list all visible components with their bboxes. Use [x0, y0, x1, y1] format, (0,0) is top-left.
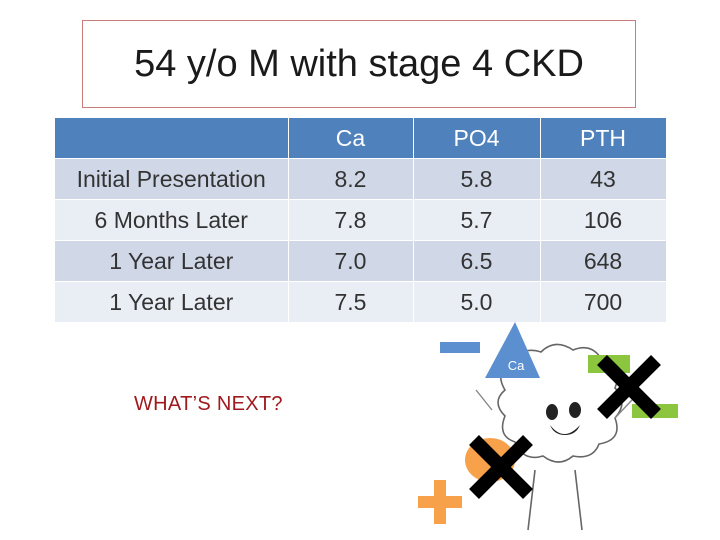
row-label: 1 Year Later — [55, 281, 289, 323]
lab-results-table: Ca PO4 PTH Initial Presentation 8.2 5.8 … — [55, 118, 667, 323]
table-row: 1 Year Later 7.5 5.0 700 — [55, 281, 667, 323]
header-cell-po4: PO4 — [413, 118, 541, 159]
cell-ca: 7.5 — [288, 281, 414, 323]
table-row: 1 Year Later 7.0 6.5 648 — [55, 240, 667, 282]
row-label: 1 Year Later — [55, 240, 289, 282]
table-header-row: Ca PO4 PTH — [55, 118, 667, 159]
row-label: Initial Presentation — [55, 158, 289, 200]
cell-po4: 5.0 — [413, 281, 541, 323]
slide-title-text: 54 y/o M with stage 4 CKD — [134, 42, 584, 85]
whats-next-label: WHAT’S NEXT? — [134, 393, 283, 415]
table-row: Initial Presentation 8.2 5.8 43 — [55, 158, 667, 200]
cell-ca: 8.2 — [288, 158, 414, 200]
cell-po4: 5.7 — [413, 199, 541, 241]
cell-pth: 43 — [540, 158, 667, 200]
ca-triangle-label: Ca — [508, 358, 525, 373]
plus-icon — [418, 480, 462, 524]
cell-pth: 106 — [540, 199, 667, 241]
header-cell-empty — [55, 118, 289, 159]
x-mark-icon — [597, 355, 661, 419]
cell-pth: 700 — [540, 281, 667, 323]
cell-po4: 5.8 — [413, 158, 541, 200]
cell-po4: 6.5 — [413, 240, 541, 282]
slide-title: 54 y/o M with stage 4 CKD — [82, 20, 636, 108]
ca-triangle-icon: Ca — [485, 322, 540, 378]
header-cell-ca: Ca — [288, 118, 414, 159]
cell-ca: 7.0 — [288, 240, 414, 282]
minus-icon — [440, 342, 480, 353]
x-mark-icon — [469, 435, 533, 499]
ckd-cartoon-illustration: Ca — [418, 322, 678, 531]
table-row: 6 Months Later 7.8 5.7 106 — [55, 199, 667, 241]
header-cell-pth: PTH — [540, 118, 667, 159]
cell-ca: 7.8 — [288, 199, 414, 241]
row-label: 6 Months Later — [55, 199, 289, 241]
cell-pth: 648 — [540, 240, 667, 282]
